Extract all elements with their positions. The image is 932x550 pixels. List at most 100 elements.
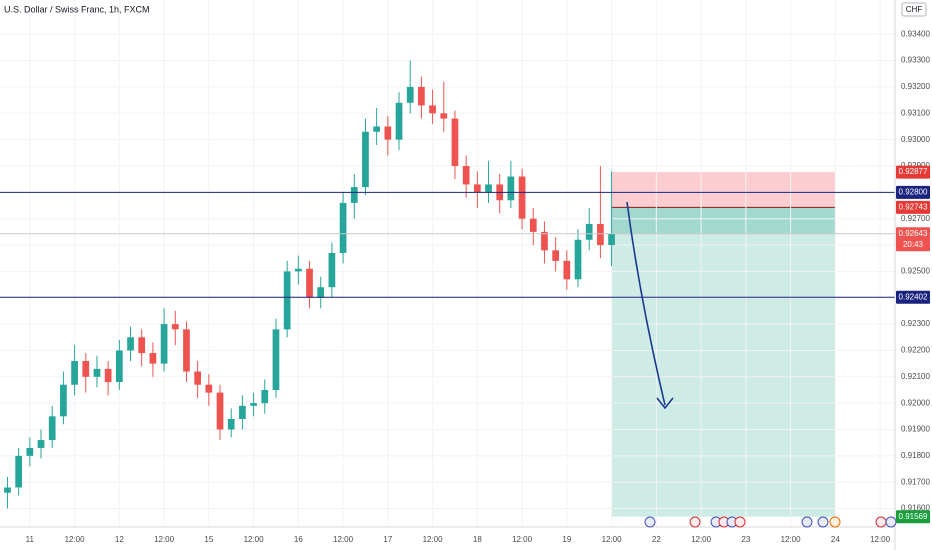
x-tick-label: 12:00 [244,535,265,544]
event-icon [829,516,841,528]
candle-body [529,218,537,232]
x-tick-label: 12:00 [423,535,444,544]
y-tick-label: 0.92100 [901,372,930,381]
y-tick-label: 0.91600 [901,504,930,513]
drawn-arrow [626,201,666,406]
x-tick-label: 12:00 [333,535,354,544]
y-tick-label: 0.91800 [901,451,930,460]
candle-body [127,337,134,351]
candle-body [440,113,448,119]
y-tick-label: 0.93400 [901,29,930,38]
x-tick-label: 12:00 [512,535,533,544]
y-tick-label: 0.92700 [901,214,930,223]
arrow-head [656,397,674,410]
candle-body [37,440,45,448]
candle-body [328,252,336,288]
currency-label[interactable]: CHF [906,5,923,14]
candle-body [227,418,235,430]
candle-body [205,384,213,393]
x-tick-label: 12:00 [65,535,86,544]
event-icon [885,516,897,528]
y-tick-label: 0.92200 [901,346,930,355]
candle-body [15,455,23,488]
candle-body [317,287,325,298]
y-tick-label: 0.92300 [901,319,930,328]
currency-box[interactable] [901,2,927,17]
price-tag-label: 0.91569 [899,512,928,521]
event-icon [801,516,813,528]
candle-body [462,166,470,185]
candle-body [451,118,459,167]
candle-body [93,368,101,377]
candle-body [115,350,123,383]
target-zone [611,207,836,517]
price-tag-label: 0.92877 [899,167,928,176]
candle-body [429,105,436,114]
price-tag [896,185,930,199]
candle-body [239,405,246,419]
event-icon [817,516,829,528]
price-tag [896,200,930,214]
candle-body [541,231,548,251]
candle-body [26,447,34,456]
price-tag-label: 0.92743 [899,202,928,211]
candle-body [104,368,112,383]
candle-body [60,384,67,417]
price-tag-label: 0.92800 [899,187,928,196]
candle-body [608,233,615,246]
candle-body [597,223,604,246]
y-tick-label: 0.92000 [901,398,930,407]
event-icons [644,516,897,528]
candle-body [250,403,257,406]
x-tick-label: 12:00 [781,535,802,544]
candle-body [4,487,11,493]
candle-body [183,329,190,372]
y-tick-label: 0.92500 [901,267,930,276]
candle-body [585,223,593,240]
x-tick-label: 12:00 [870,535,891,544]
price-tag-label: 0.92643 [899,229,928,238]
x-tick-label: 12:00 [602,535,623,544]
candle-body [82,360,90,377]
event-icon [644,516,656,528]
x-tick-label: 23 [741,535,750,544]
y-tick-label: 0.93200 [901,82,930,91]
x-tick-label: 11 [26,535,35,544]
candle-body [294,268,302,272]
candle-body [272,329,280,390]
chart-title: U.S. Dollar / Swiss Franc, 1h, FXCM [4,4,150,14]
candle-body [216,392,224,430]
open-profit-zone [611,207,836,234]
x-tick-label: 18 [473,535,482,544]
candle-body [306,268,313,298]
y-tick-label: 0.93300 [901,56,930,65]
countdown-label: 20:43 [903,240,924,249]
candle-body [149,353,157,364]
x-tick-label: 12:00 [691,535,712,544]
candle-body [261,389,269,404]
x-tick-label: 15 [204,535,213,544]
x-tick-label: 12:00 [154,535,175,544]
candle-body [473,184,481,193]
y-tick-label: 0.91700 [901,477,930,486]
x-tick-label: 16 [294,535,303,544]
candle-body [350,187,358,203]
event-icon [734,516,746,528]
price-tag [896,165,930,179]
candle-body [48,416,56,441]
x-tick-label: 19 [562,535,571,544]
price-tag [896,510,930,524]
candle-body [194,371,202,385]
event-icon [875,516,887,528]
y-tick-label: 0.91900 [901,425,930,434]
price-tag [896,227,930,252]
candle-body [395,102,403,140]
price-tag [896,290,930,304]
candle-body [362,131,369,188]
candle-body [518,176,526,219]
x-tick-label: 22 [652,535,661,544]
candle-body [283,271,291,330]
x-tick-label: 17 [383,535,392,544]
